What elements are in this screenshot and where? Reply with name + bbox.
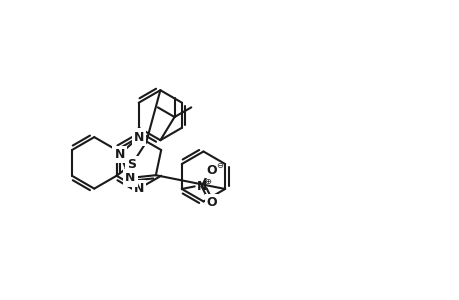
Text: O: O — [206, 196, 216, 209]
Text: ⊖: ⊖ — [216, 161, 223, 170]
Text: N: N — [134, 130, 144, 144]
Text: N: N — [114, 148, 125, 161]
Text: ⊕: ⊕ — [204, 177, 211, 186]
Text: N: N — [196, 180, 207, 193]
Text: S: S — [127, 158, 136, 171]
Text: O: O — [206, 164, 216, 177]
Text: N: N — [134, 182, 144, 195]
Text: N: N — [125, 171, 135, 184]
